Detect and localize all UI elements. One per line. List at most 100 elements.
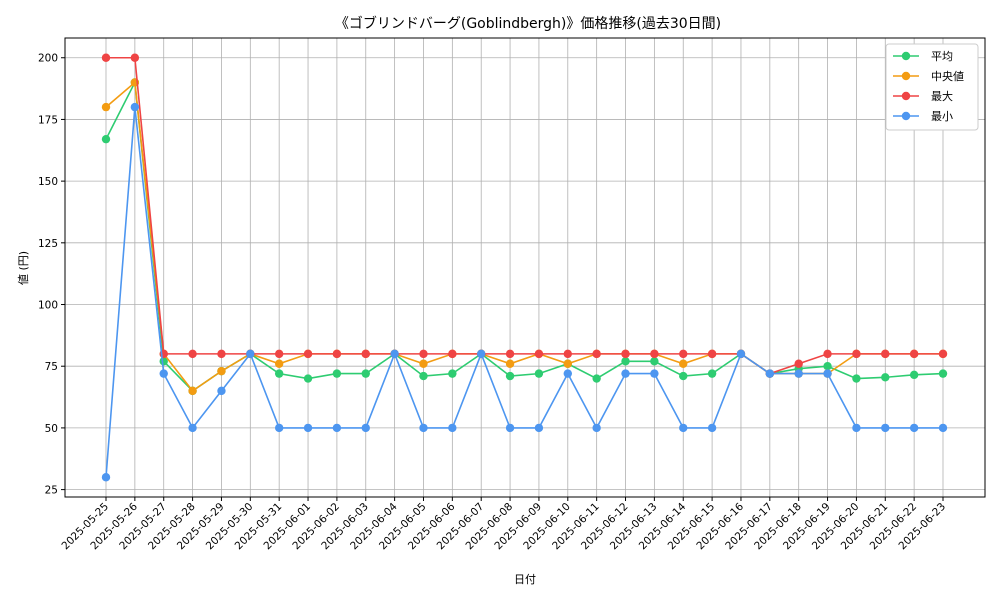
data-point xyxy=(707,369,717,378)
legend-box xyxy=(885,43,979,131)
data-point xyxy=(707,423,717,433)
data-point xyxy=(274,349,284,359)
data-point xyxy=(505,423,515,433)
data-point xyxy=(505,359,515,368)
data-point xyxy=(101,473,111,482)
data-point xyxy=(881,373,890,382)
y-tick-label: 150 xyxy=(38,176,58,188)
data-point xyxy=(448,423,457,433)
data-point xyxy=(563,349,572,359)
data-point xyxy=(707,349,717,359)
data-point xyxy=(563,359,572,368)
data-point xyxy=(823,349,832,359)
data-point xyxy=(188,349,197,359)
data-point xyxy=(852,349,861,359)
data-point xyxy=(188,423,197,433)
series-line xyxy=(105,107,943,478)
data-point xyxy=(419,359,428,368)
y-axis-label: 値 (円) xyxy=(17,251,30,285)
data-point xyxy=(650,369,659,378)
y-tick-label: 100 xyxy=(38,300,58,312)
data-point xyxy=(130,102,140,112)
data-point xyxy=(909,349,919,359)
data-point xyxy=(332,349,342,359)
data-point xyxy=(274,359,284,368)
data-point xyxy=(448,349,457,359)
series-3 xyxy=(101,102,948,482)
data-point xyxy=(332,369,342,378)
data-point xyxy=(650,357,659,366)
legend-entry-label: 中央値 xyxy=(931,70,964,83)
data-point xyxy=(101,53,111,62)
data-point xyxy=(621,357,630,366)
data-point xyxy=(477,349,486,359)
data-point xyxy=(303,349,313,359)
data-point xyxy=(621,369,630,378)
y-tick-label: 75 xyxy=(45,361,58,373)
data-point xyxy=(448,369,457,378)
data-point xyxy=(419,371,428,381)
data-point xyxy=(909,370,919,380)
legend-entry-label: 最小 xyxy=(931,110,953,123)
legend-entry-label: 平均 xyxy=(931,50,953,63)
y-tick-label: 25 xyxy=(45,485,58,497)
data-point xyxy=(361,349,370,359)
data-point xyxy=(534,369,544,378)
data-point xyxy=(217,349,226,359)
grid-lines xyxy=(65,38,985,497)
data-point xyxy=(563,369,572,378)
y-tick-label: 200 xyxy=(38,53,58,65)
x-axis-label: 日付 xyxy=(514,573,536,586)
legend-swatch-marker xyxy=(901,91,911,101)
series-line xyxy=(105,79,944,392)
data-point xyxy=(938,369,948,378)
data-point xyxy=(794,359,803,368)
series-0 xyxy=(101,78,948,396)
data-point xyxy=(823,362,832,371)
data-point xyxy=(101,102,111,112)
data-point xyxy=(246,349,255,359)
legend-entry-label: 最大 xyxy=(931,89,953,103)
y-tick-label: 175 xyxy=(38,114,58,126)
data-point xyxy=(332,423,342,433)
y-axis-ticks: 25 50 75 100 125 150 175 200 xyxy=(38,53,65,497)
data-point xyxy=(101,134,111,144)
legend-swatch-marker xyxy=(901,71,911,81)
plot-area-frame xyxy=(64,37,986,498)
data-point xyxy=(852,423,861,433)
data-point xyxy=(419,349,428,359)
data-point xyxy=(679,349,688,359)
data-point xyxy=(679,423,688,433)
legend-swatch-marker xyxy=(901,111,911,121)
data-point xyxy=(650,349,659,359)
data-point xyxy=(938,349,948,359)
x-axis-ticks: 2025-05-252025-05-262025-05-272025-05-28… xyxy=(59,497,948,552)
data-point xyxy=(274,369,284,378)
data-point xyxy=(765,369,775,378)
data-point xyxy=(592,423,601,433)
data-point xyxy=(881,423,890,433)
y-tick-label: 50 xyxy=(45,423,58,435)
data-point xyxy=(679,371,688,381)
data-point xyxy=(534,423,544,433)
data-point xyxy=(679,359,688,368)
data-point xyxy=(938,423,948,433)
series-1 xyxy=(101,78,948,396)
data-point xyxy=(159,369,168,378)
data-point xyxy=(390,349,399,359)
data-point xyxy=(361,423,370,433)
data-point xyxy=(823,369,832,378)
series-line xyxy=(106,56,943,375)
data-point xyxy=(303,423,313,433)
data-point xyxy=(505,371,515,381)
data-point xyxy=(852,374,861,383)
data-point xyxy=(592,349,601,359)
legend-swatch-marker xyxy=(901,51,911,61)
data-point xyxy=(419,423,428,433)
data-point xyxy=(361,369,370,378)
series-2 xyxy=(101,53,948,378)
series-lines xyxy=(101,53,948,482)
data-point xyxy=(188,386,197,396)
